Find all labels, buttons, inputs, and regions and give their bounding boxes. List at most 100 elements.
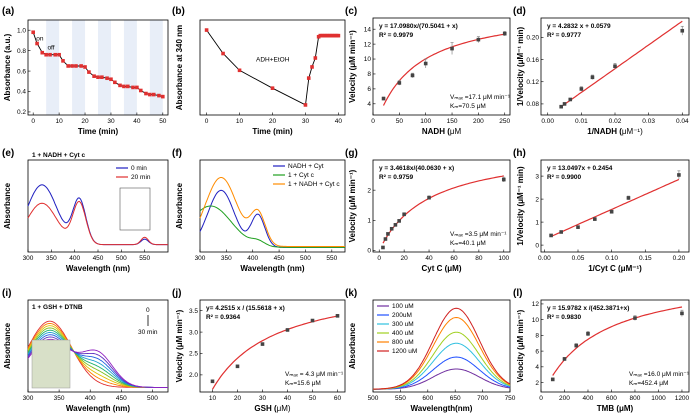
data-point (138, 88, 143, 93)
data-point (221, 51, 225, 56)
annotation-end: 30 min (138, 329, 158, 336)
data-point (383, 237, 388, 241)
data-point (144, 91, 148, 96)
x-tick-label: 150 (447, 118, 458, 125)
x-tick-label: 10 (236, 118, 244, 125)
data-point (590, 75, 595, 80)
data-point (235, 364, 240, 369)
y-tick-label: 12 (364, 41, 372, 48)
x-tick-label: 0 (377, 255, 381, 262)
y-axis-label: Absorbance at 340 nm (175, 25, 184, 110)
x-tick-label: 500 (147, 395, 158, 402)
x-axis-label: 1/Cyt C (μM⁻¹) (588, 264, 642, 273)
x-axis-label: 1/NADH (μM⁻¹) (587, 127, 643, 136)
data-point (550, 377, 555, 382)
fit-curve (382, 33, 505, 106)
data-point (562, 357, 567, 361)
x-tick-label: 750 (505, 395, 516, 402)
data-point (559, 104, 563, 109)
x-tick-label: 60 (334, 395, 342, 402)
r-squared: R² = 0.9364 (206, 314, 241, 321)
x-tick-label: 200 (559, 395, 570, 402)
x-tick-label: 1000 (651, 395, 666, 402)
x-tick-label: 350 (46, 255, 57, 262)
fit-equation: y = 15.9782 x /(452.3871+x) (547, 305, 629, 312)
data-point (579, 87, 584, 91)
panel-f: (f) 300 350 400 450 500 550 Wavelength (nm) Abso… (172, 148, 346, 273)
x-tick-label: 30 (302, 118, 310, 125)
panel-label: (e) (2, 148, 14, 159)
y-tick-label: 0.16 (526, 57, 539, 64)
data-point (576, 225, 580, 229)
x-tick-label: 80 (475, 255, 483, 262)
data-point (285, 328, 290, 332)
legend-entry: 1200 uM (392, 348, 417, 355)
x-tick-label: 10 (209, 395, 217, 402)
x-tick-label: 0.20 (673, 255, 686, 262)
data-point (381, 96, 386, 101)
x-tick-label: 550 (139, 255, 150, 262)
legend-entry: 800 uM (392, 339, 414, 346)
km-label: Kₘ=70.5 μM (450, 103, 486, 110)
panel-l: (l) 0 200 400 600 800 1000 1200 2 4 6 8 10 12 TMB (μM)… (513, 288, 690, 413)
data-point (303, 103, 308, 107)
spectrum-nadh (199, 189, 345, 248)
annotation-off: off (47, 45, 54, 52)
x-tick-label: 60 (450, 255, 458, 262)
x-tick-label: 40 (425, 255, 433, 262)
data-point (562, 102, 567, 106)
x-tick-label: 10 (55, 118, 63, 125)
x-tick-label: 50 (396, 118, 404, 125)
x-tick-label: 0.03 (642, 118, 655, 125)
data-point (122, 84, 126, 89)
y-tick-label: 2.0 (189, 372, 198, 379)
data-point (270, 86, 275, 90)
y-tick-label: 0.08 (526, 101, 539, 108)
data-point (609, 209, 614, 214)
annotation-on: on (36, 35, 44, 42)
x-tick-label: 40 (133, 118, 141, 125)
fit-curve (552, 306, 683, 376)
data-point (549, 233, 553, 238)
x-axis-label: Wavelength (nm) (66, 264, 130, 273)
data-point (393, 223, 398, 227)
annotation-start: 0 (146, 307, 150, 314)
data-point (131, 85, 135, 90)
y-tick-label: 3 (535, 173, 539, 180)
x-axis-label: GSH (μM) (254, 404, 291, 413)
x-tick-label: 600 (422, 395, 433, 402)
shade-band (98, 20, 111, 115)
shade-band (123, 20, 137, 115)
y-tick-label: 3.5 (189, 308, 198, 315)
x-tick-label: 40 (335, 118, 343, 125)
vmax-label: Vₘₐₓ = 4.3 μM min⁻¹ (285, 371, 344, 378)
y-tick-label: 0.20 (526, 35, 539, 42)
y-axis-label: Velocity (μM min⁻¹) (348, 169, 357, 242)
data-point (313, 56, 318, 60)
x-tick-label: 350 (221, 255, 232, 262)
x-tick-label: 40 (284, 395, 292, 402)
panel-c: (c) 0 50 100 150 200 250 4 6 8 10 12 14 NADH (μM Veloc… (345, 6, 511, 136)
x-tick-label: 350 (54, 395, 65, 402)
data-point (87, 70, 91, 74)
km-label: Kₘ=452.4 μM (629, 380, 668, 387)
data-point (204, 28, 209, 32)
panel-label: (g) (345, 148, 358, 159)
r-squared: R² = 0.9759 (379, 174, 414, 181)
data-point (210, 379, 215, 384)
y-tick-label: 2 (535, 380, 539, 387)
data-point (427, 195, 431, 200)
legend-entry: 100 uM (392, 303, 414, 310)
x-tick-label: 300 (195, 255, 206, 262)
legend-title: 1 + NADH + Cyt c (32, 152, 85, 159)
y-tick-label: 10 (532, 317, 540, 324)
legend-entry: 1 + NADH + Cyt c (288, 181, 340, 188)
plot-frame (372, 299, 511, 393)
y-tick-label: 2 (367, 187, 371, 194)
panel-g: (g) 0 20 40 60 80 100 0 1 2 Cyt C (μM) Velocity (μM… (345, 148, 511, 273)
x-tick-label: 0 (205, 118, 209, 125)
y-tick-label: 10 (364, 56, 372, 63)
data-point (53, 52, 58, 57)
data-point (157, 93, 161, 98)
fit-equation: y = 17.0980x/(70.5041 + x) (379, 23, 458, 30)
